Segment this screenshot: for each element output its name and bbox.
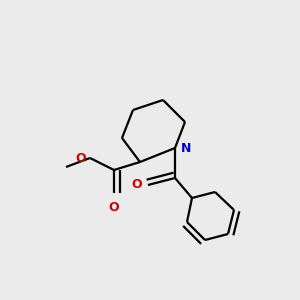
Text: O: O bbox=[131, 178, 142, 191]
Text: N: N bbox=[181, 142, 191, 154]
Text: O: O bbox=[75, 152, 86, 164]
Text: O: O bbox=[109, 201, 119, 214]
